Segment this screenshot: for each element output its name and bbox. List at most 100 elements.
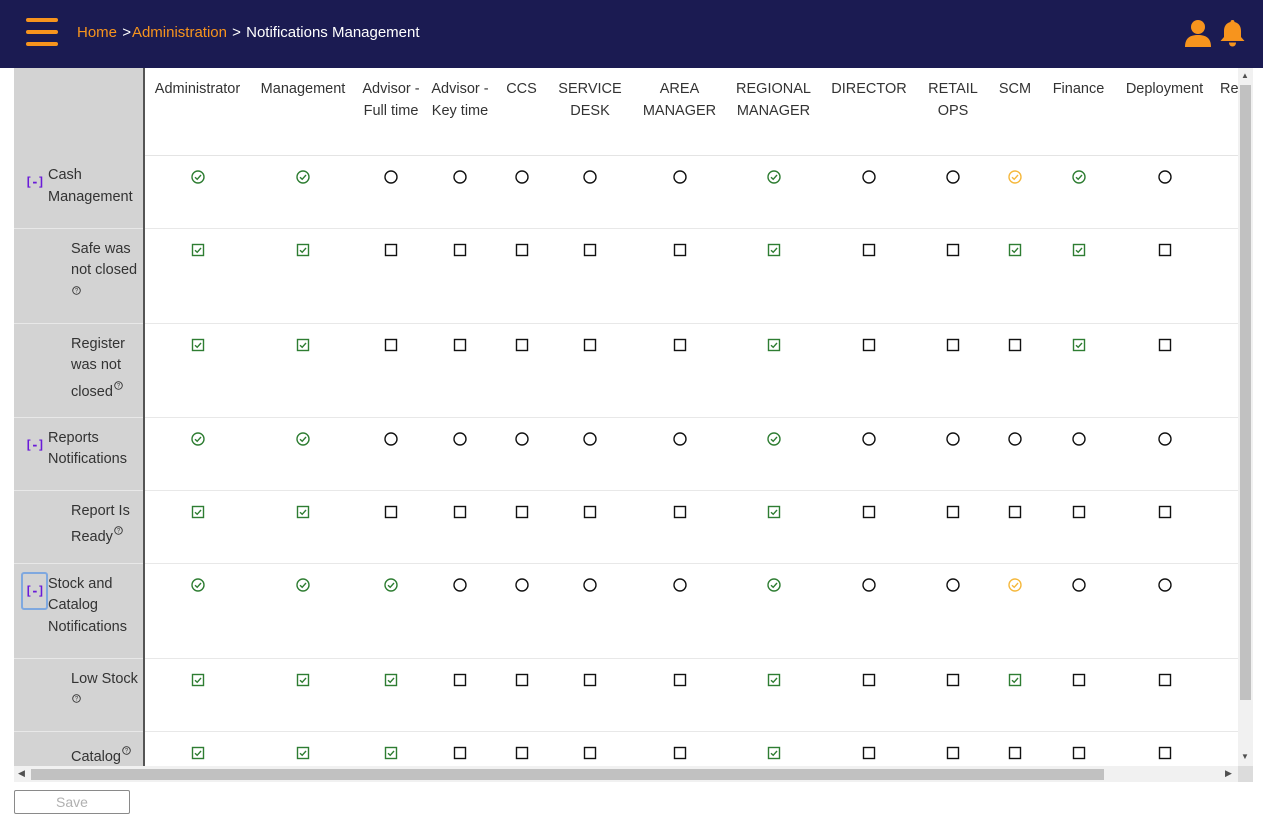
- checkbox-empty-icon[interactable]: [862, 673, 876, 687]
- group-toggle-checked-icon[interactable]: [296, 169, 310, 184]
- breadcrumb-administration-link[interactable]: Administration: [131, 24, 227, 41]
- checkbox-empty-icon[interactable]: [384, 338, 398, 352]
- help-icon[interactable]: ?: [72, 285, 81, 297]
- group-toggle-checked-icon[interactable]: [296, 431, 310, 446]
- group-toggle-empty-icon[interactable]: [453, 169, 467, 184]
- collapse-toggle[interactable]: [-]: [21, 571, 48, 610]
- checkbox-checked-icon[interactable]: [1072, 338, 1086, 352]
- checkbox-empty-icon[interactable]: [1008, 338, 1022, 352]
- group-toggle-partial-icon[interactable]: [1008, 169, 1022, 184]
- group-toggle-empty-icon[interactable]: [384, 431, 398, 446]
- checkbox-empty-icon[interactable]: [583, 673, 597, 687]
- group-toggle-empty-icon[interactable]: [453, 577, 467, 592]
- menu-icon[interactable]: [26, 18, 58, 48]
- checkbox-checked-icon[interactable]: [1072, 243, 1086, 257]
- group-toggle-empty-icon[interactable]: [1157, 577, 1172, 592]
- group-toggle-empty-icon[interactable]: [514, 577, 529, 592]
- checkbox-checked-icon[interactable]: [296, 746, 310, 760]
- checkbox-checked-icon[interactable]: [191, 243, 205, 257]
- checkbox-empty-icon[interactable]: [1072, 673, 1086, 687]
- group-toggle-empty-icon[interactable]: [1071, 577, 1086, 592]
- vertical-scrollbar[interactable]: ▲ ▼: [1238, 68, 1253, 766]
- group-toggle-empty-icon[interactable]: [583, 577, 597, 592]
- checkbox-empty-icon[interactable]: [384, 243, 398, 257]
- checkbox-empty-icon[interactable]: [1158, 243, 1172, 257]
- checkbox-empty-icon[interactable]: [453, 673, 467, 687]
- checkbox-empty-icon[interactable]: [453, 746, 467, 760]
- checkbox-empty-icon[interactable]: [583, 338, 597, 352]
- checkbox-checked-icon[interactable]: [767, 746, 781, 760]
- checkbox-empty-icon[interactable]: [673, 338, 687, 352]
- checkbox-checked-icon[interactable]: [296, 243, 310, 257]
- checkbox-empty-icon[interactable]: [1158, 746, 1172, 760]
- group-toggle-empty-icon[interactable]: [672, 431, 687, 446]
- help-icon[interactable]: ?: [72, 694, 81, 705]
- checkbox-checked-icon[interactable]: [767, 673, 781, 687]
- scroll-down-arrow-icon[interactable]: ▼: [1241, 752, 1249, 761]
- checkbox-empty-icon[interactable]: [515, 505, 529, 519]
- checkbox-checked-icon[interactable]: [767, 505, 781, 519]
- group-toggle-empty-icon[interactable]: [862, 431, 876, 446]
- checkbox-empty-icon[interactable]: [1158, 505, 1172, 519]
- checkbox-checked-icon[interactable]: [191, 746, 205, 760]
- group-toggle-empty-icon[interactable]: [672, 169, 687, 184]
- group-toggle-empty-icon[interactable]: [1157, 169, 1172, 184]
- group-toggle-empty-icon[interactable]: [514, 431, 529, 446]
- checkbox-empty-icon[interactable]: [946, 746, 960, 760]
- group-toggle-checked-icon[interactable]: [384, 577, 398, 592]
- help-icon[interactable]: ?: [122, 745, 131, 757]
- group-toggle-empty-icon[interactable]: [1008, 431, 1022, 446]
- breadcrumb-home-link[interactable]: Home: [77, 24, 118, 41]
- checkbox-checked-icon[interactable]: [296, 673, 310, 687]
- checkbox-empty-icon[interactable]: [1072, 505, 1086, 519]
- checkbox-empty-icon[interactable]: [862, 505, 876, 519]
- checkbox-checked-icon[interactable]: [1008, 673, 1022, 687]
- checkbox-empty-icon[interactable]: [862, 746, 876, 760]
- checkbox-empty-icon[interactable]: [453, 505, 467, 519]
- checkbox-empty-icon[interactable]: [946, 673, 960, 687]
- group-toggle-checked-icon[interactable]: [190, 577, 205, 592]
- checkbox-empty-icon[interactable]: [1008, 746, 1022, 760]
- group-toggle-empty-icon[interactable]: [946, 431, 960, 446]
- group-toggle-empty-icon[interactable]: [583, 169, 597, 184]
- group-toggle-empty-icon[interactable]: [946, 577, 960, 592]
- checkbox-empty-icon[interactable]: [1008, 505, 1022, 519]
- group-toggle-checked-icon[interactable]: [766, 577, 781, 592]
- group-toggle-empty-icon[interactable]: [384, 169, 398, 184]
- group-toggle-empty-icon[interactable]: [583, 431, 597, 446]
- checkbox-empty-icon[interactable]: [515, 338, 529, 352]
- user-icon[interactable]: [1185, 19, 1211, 47]
- checkbox-empty-icon[interactable]: [583, 243, 597, 257]
- checkbox-empty-icon[interactable]: [946, 505, 960, 519]
- horizontal-scroll-thumb[interactable]: [31, 769, 1104, 780]
- checkbox-empty-icon[interactable]: [1158, 673, 1172, 687]
- collapse-toggle[interactable]: [-]: [25, 175, 45, 189]
- checkbox-empty-icon[interactable]: [515, 746, 529, 760]
- checkbox-empty-icon[interactable]: [515, 243, 529, 257]
- group-toggle-checked-icon[interactable]: [190, 169, 205, 184]
- checkbox-checked-icon[interactable]: [767, 338, 781, 352]
- checkbox-checked-icon[interactable]: [384, 746, 398, 760]
- horizontal-scrollbar[interactable]: ◀ ▶: [14, 766, 1238, 782]
- checkbox-empty-icon[interactable]: [946, 243, 960, 257]
- save-button[interactable]: Save: [14, 790, 130, 814]
- checkbox-empty-icon[interactable]: [453, 338, 467, 352]
- group-toggle-empty-icon[interactable]: [862, 169, 876, 184]
- checkbox-empty-icon[interactable]: [673, 505, 687, 519]
- help-icon[interactable]: ?: [114, 526, 123, 537]
- checkbox-empty-icon[interactable]: [673, 746, 687, 760]
- checkbox-empty-icon[interactable]: [862, 243, 876, 257]
- group-toggle-empty-icon[interactable]: [453, 431, 467, 446]
- group-toggle-checked-icon[interactable]: [766, 431, 781, 446]
- group-toggle-empty-icon[interactable]: [862, 577, 876, 592]
- vertical-scroll-thumb[interactable]: [1240, 85, 1251, 700]
- group-toggle-checked-icon[interactable]: [1071, 169, 1086, 184]
- scroll-up-arrow-icon[interactable]: ▲: [1241, 71, 1249, 80]
- scroll-right-arrow-icon[interactable]: ▶: [1225, 768, 1232, 778]
- checkbox-empty-icon[interactable]: [515, 673, 529, 687]
- scroll-left-arrow-icon[interactable]: ◀: [18, 768, 25, 778]
- checkbox-empty-icon[interactable]: [1072, 746, 1086, 760]
- group-toggle-empty-icon[interactable]: [1157, 431, 1172, 446]
- collapse-toggle[interactable]: [-]: [25, 437, 45, 452]
- checkbox-empty-icon[interactable]: [583, 746, 597, 760]
